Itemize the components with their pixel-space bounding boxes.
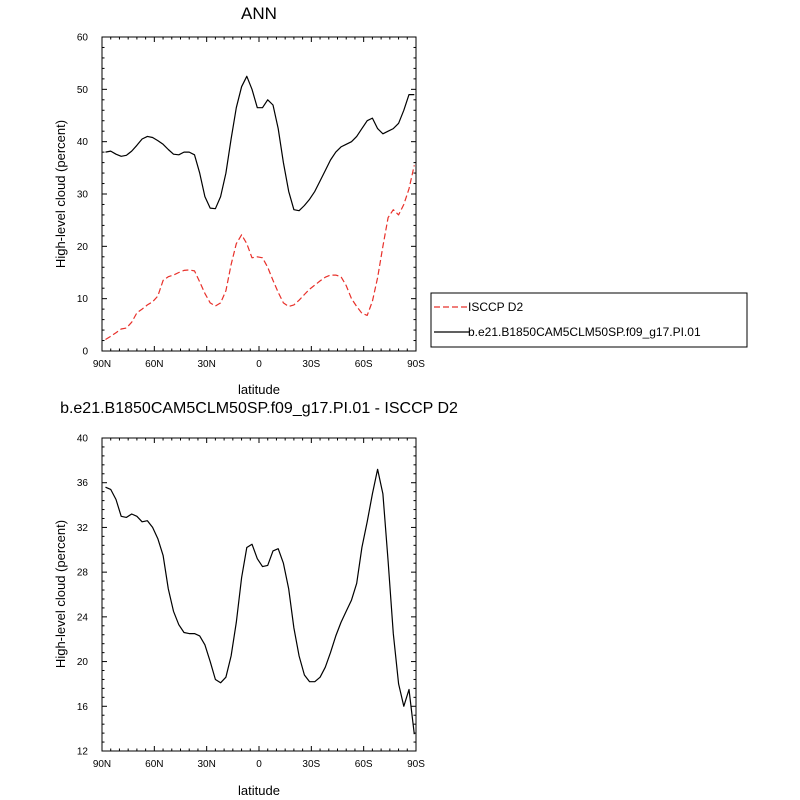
top-chart-y-tick-label: 0 [82,347,88,358]
top-chart-title: ANN [241,4,277,23]
bottom-chart-y-tick-label: 32 [77,523,89,534]
top-chart-x-tick-label: 90N [93,359,111,370]
top-chart-x-tick-label: 60S [355,359,373,370]
bottom-chart-x-tick-label: 90S [407,759,425,770]
top-chart-series-line-0 [105,165,415,341]
bottom-chart-y-tick-label: 16 [77,702,89,713]
top-chart-y-tick-label: 40 [77,137,89,148]
top-chart-x-tick-label: 60N [145,359,163,370]
bottom-chart: b.e21.B1850CAM5CLM50SP.f09_g17.PI.01 - I… [53,400,458,798]
bottom-chart-y-tick-label: 24 [77,612,89,623]
bottom-chart-y-tick-label: 40 [77,434,89,445]
legend-box [430,292,748,348]
top-chart-series-line-1 [105,75,415,212]
top-chart-y-tick-label: 10 [77,294,89,305]
top-chart-x-tick-label: 30S [302,359,320,370]
top-chart-x-tick-label: 90S [407,359,425,370]
top-chart-x-tick-label: 0 [256,359,262,370]
bottom-chart-title: b.e21.B1850CAM5CLM50SP.f09_g17.PI.01 - I… [60,400,458,417]
bottom-chart-plot-frame [101,437,417,752]
bottom-chart-x-tick-label: 60N [145,759,163,770]
top-chart-x-tick-label: 30N [197,359,215,370]
legend-label-isccp: ISCCP D2 [468,300,523,314]
bottom-chart-y-tick-label: 20 [77,657,89,668]
bottom-chart-x-tick-label: 30S [302,759,320,770]
bottom-chart-x-axis-label: latitude [238,783,280,798]
bottom-chart-y-axis-label: High-level cloud (percent) [53,520,68,668]
bottom-chart-x-tick-label: 60S [355,759,373,770]
legend-label-model: b.e21.B1850CAM5CLM50SP.f09_g17.PI.01 [468,325,701,339]
top-chart-y-tick-label: 60 [77,33,89,44]
top-chart-legend: ISCCP D2 b.e21.B1850CAM5CLM50SP.f09_g17.… [430,292,748,348]
bottom-chart-x-tick-label: 90N [93,759,111,770]
top-chart-y-axis-label: High-level cloud (percent) [53,120,68,268]
bottom-chart-series-line-0 [105,468,415,735]
top-chart-y-tick-label: 50 [77,85,89,96]
bottom-chart-y-tick-label: 28 [77,568,89,579]
bottom-chart-y-tick-label: 36 [77,478,89,489]
top-chart-y-tick-label: 20 [77,242,89,253]
bottom-chart-y-tick-label: 12 [77,747,89,758]
top-chart: ANN latitude High-level cloud (percent) … [53,4,748,397]
top-chart-y-tick-label: 30 [77,190,89,201]
bottom-chart-x-tick-label: 0 [256,759,262,770]
bottom-chart-x-tick-label: 30N [197,759,215,770]
top-chart-x-axis-label: latitude [238,382,280,397]
